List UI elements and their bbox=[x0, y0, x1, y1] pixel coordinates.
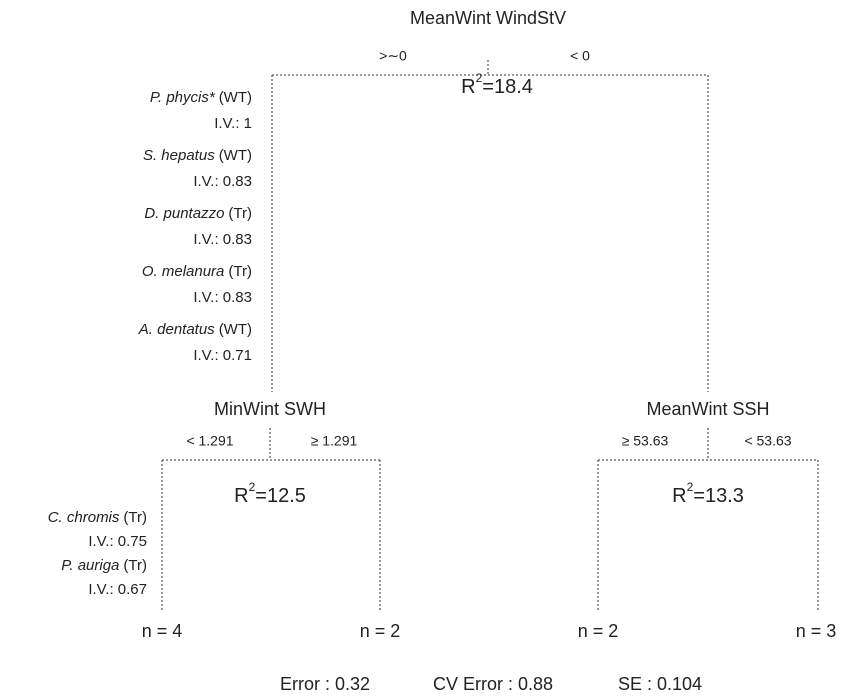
split-label: ≥ 53.63 bbox=[622, 433, 669, 449]
species-group: (WT) bbox=[219, 89, 252, 106]
r2-exponent: 2 bbox=[476, 71, 483, 85]
indicator-value: I.V.: 0.83 bbox=[193, 231, 252, 248]
leaf-label: n = 2 bbox=[360, 621, 401, 641]
r-squared: R2=13.3 bbox=[672, 480, 744, 507]
leaf-label: n = 2 bbox=[578, 621, 619, 641]
r2-value: =18.4 bbox=[482, 76, 533, 98]
species-name: D. puntazzo bbox=[144, 205, 224, 222]
species-group: (Tr) bbox=[228, 263, 252, 280]
indicator-value: I.V.: 1 bbox=[214, 115, 252, 132]
r2-exponent: 2 bbox=[249, 480, 256, 494]
leaf-label: n = 4 bbox=[142, 621, 183, 641]
r2-base: R bbox=[234, 485, 248, 507]
indicator-species-line: C. chromis (Tr) bbox=[48, 509, 147, 526]
species-group: (Tr) bbox=[123, 557, 147, 574]
indicator-value: I.V.: 0.83 bbox=[193, 173, 252, 190]
species-name: P. auriga bbox=[61, 557, 119, 574]
r2-exponent: 2 bbox=[687, 480, 694, 494]
indicator-species-line: A. dentatus (WT) bbox=[138, 321, 252, 338]
indicator-value: I.V.: 0.83 bbox=[193, 289, 252, 306]
indicator-species-line: D. puntazzo (Tr) bbox=[144, 205, 252, 222]
indicator-species-line: P. auriga (Tr) bbox=[61, 557, 147, 574]
indicator-species-line: O. melanura (Tr) bbox=[142, 263, 252, 280]
species-name: O. melanura bbox=[142, 263, 225, 280]
r-squared: R2=18.4 bbox=[461, 71, 533, 98]
species-name: S. hepatus bbox=[143, 147, 215, 164]
split-label: < 53.63 bbox=[744, 433, 791, 449]
split-label: < 0 bbox=[570, 48, 590, 64]
species-name: A. dentatus bbox=[138, 321, 215, 338]
node-label: MinWint SWH bbox=[214, 399, 326, 419]
species-group: (Tr) bbox=[228, 205, 252, 222]
indicator-value: I.V.: 0.75 bbox=[88, 533, 147, 550]
indicator-value: I.V.: 0.67 bbox=[88, 581, 147, 598]
r2-value: =13.3 bbox=[693, 485, 744, 507]
r2-base: R bbox=[672, 485, 686, 507]
split-label: >∼0 bbox=[379, 48, 407, 64]
r2-value: =12.5 bbox=[255, 485, 306, 507]
footer-stat: CV Error : 0.88 bbox=[433, 674, 553, 694]
species-group: (Tr) bbox=[123, 509, 147, 526]
r-squared: R2=12.5 bbox=[234, 480, 306, 507]
species-name: P. phycis* bbox=[150, 89, 216, 106]
indicator-species-line: S. hepatus (WT) bbox=[143, 147, 252, 164]
species-group: (WT) bbox=[219, 147, 252, 164]
footer-stat: SE : 0.104 bbox=[618, 674, 702, 694]
node-label: MeanWint WindStV bbox=[410, 8, 566, 28]
species-group: (WT) bbox=[219, 321, 252, 338]
edges bbox=[161, 60, 819, 612]
footer-stat: Error : 0.32 bbox=[280, 674, 370, 694]
species-name: C. chromis bbox=[48, 509, 120, 526]
split-label: < 1.291 bbox=[186, 433, 233, 449]
leaf-label: n = 3 bbox=[796, 621, 837, 641]
node-label: MeanWint SSH bbox=[646, 399, 769, 419]
indicator-value: I.V.: 0.71 bbox=[193, 347, 252, 364]
indicator-species-line: P. phycis* (WT) bbox=[150, 89, 252, 106]
split-label: ≥ 1.291 bbox=[311, 433, 358, 449]
r2-base: R bbox=[461, 76, 475, 98]
